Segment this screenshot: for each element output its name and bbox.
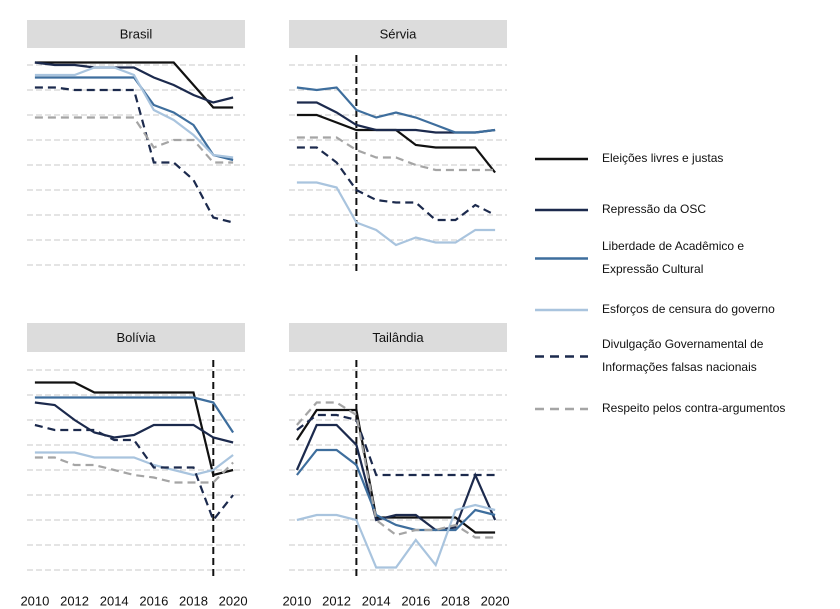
series-line [34, 451, 234, 477]
legend-label: Divulgação Governamental de [602, 337, 764, 351]
x-tick-label: 2010 [282, 593, 311, 608]
series-line [34, 76, 234, 162]
panel-title: Brasil [120, 26, 153, 41]
panel-header [289, 323, 507, 352]
series-line [34, 61, 234, 109]
legend-label: Repressão da OSC [602, 202, 706, 216]
series-line [296, 181, 496, 247]
panel-header [27, 323, 245, 352]
series-line [34, 401, 234, 444]
series-line [34, 116, 234, 164]
series-line [34, 423, 234, 523]
legend-label: Esforços de censura do governo [602, 302, 775, 316]
x-tick-label: 2010 [20, 593, 49, 608]
series-line [296, 448, 496, 532]
x-tick-label: 2012 [322, 593, 351, 608]
series-line [295, 423, 497, 532]
series-line [296, 86, 496, 134]
legend-label: Respeito pelos contra-argumentos [602, 401, 785, 415]
x-tick-label: 2020 [481, 593, 510, 608]
series-line [296, 101, 496, 134]
x-tick-label: 2014 [362, 593, 391, 608]
panel-title: Sérvia [380, 26, 418, 41]
series-line [296, 503, 496, 569]
series-line [34, 61, 234, 104]
x-tick-label: 2012 [60, 593, 89, 608]
panel-title: Tailândia [372, 330, 424, 345]
series-line [296, 113, 496, 174]
x-tick-label: 2018 [179, 593, 208, 608]
series-line [34, 381, 234, 477]
series-line [34, 396, 235, 434]
series-line [296, 136, 496, 172]
legend-label: Informações falsas nacionais [602, 360, 757, 374]
series-line [296, 146, 496, 222]
panel-title: Bolívia [116, 330, 156, 345]
legend-label: Eleições livres e justas [602, 151, 723, 165]
x-tick-label: 2018 [441, 593, 470, 608]
series-line [34, 66, 234, 159]
x-tick-label: 2020 [219, 593, 248, 608]
series-line [34, 456, 234, 484]
panel-header [289, 20, 507, 48]
legend-label: Liberdade de Acadêmico e [602, 239, 744, 253]
panel-header [27, 20, 245, 48]
x-tick-label: 2014 [100, 593, 129, 608]
x-tick-label: 2016 [139, 593, 168, 608]
legend-label: Expressão Cultural [602, 262, 703, 276]
series-line [296, 401, 496, 539]
series-line [296, 413, 496, 477]
x-tick-label: 2016 [401, 593, 430, 608]
series-line [34, 86, 234, 224]
